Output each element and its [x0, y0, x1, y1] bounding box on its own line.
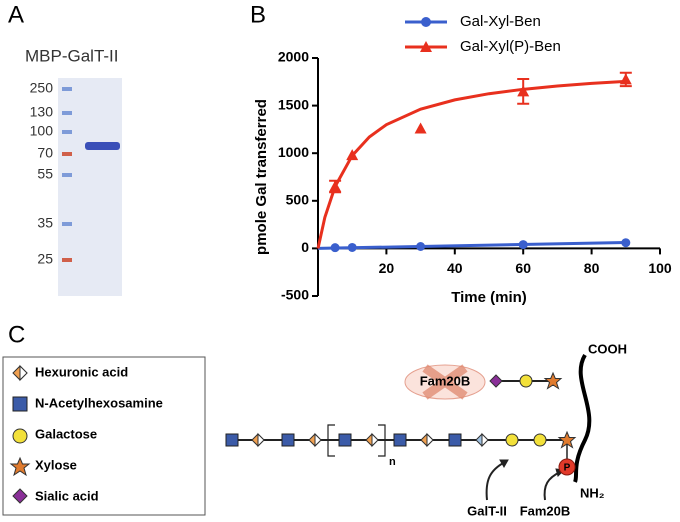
galactose [505, 433, 519, 447]
fit-line [316, 79, 626, 249]
phosphate [558, 458, 576, 476]
galactose [533, 433, 547, 447]
legend-label: N-Acetylhexosamine [35, 395, 163, 410]
data-point [330, 243, 340, 253]
x-tick-label: 100 [648, 260, 672, 276]
data-point [347, 242, 357, 252]
ladder-band [62, 222, 72, 226]
ladder-band [62, 173, 72, 177]
sialic-acid [489, 374, 503, 388]
data-point [518, 240, 528, 250]
marker-label: 25 [37, 251, 53, 267]
n-terminus: NH₂ [580, 485, 605, 500]
hexuronic-half [314, 432, 322, 448]
legend-label: Gal-Xyl(P)-Ben [460, 38, 561, 55]
y-axis-title: pmole Gal transferred [253, 99, 270, 255]
repeat-label: n [389, 456, 396, 468]
ladder-band [62, 152, 72, 156]
gel [58, 78, 122, 296]
glycan-diagram [232, 353, 592, 501]
protein-band [85, 142, 120, 150]
hexuronic-half [481, 432, 489, 448]
legend-label: Hexuronic acid [35, 364, 128, 379]
ladder-band [62, 130, 72, 134]
marker-label: 250 [30, 80, 54, 96]
legend-label: Xylose [35, 457, 77, 472]
y-tick-label: 500 [286, 192, 310, 208]
hexnac [393, 433, 407, 447]
legend-label: Galactose [35, 426, 97, 441]
data-point [621, 238, 631, 248]
marker-label: 100 [30, 123, 54, 139]
fit-line [317, 240, 626, 250]
arrow-label: GalT-II [467, 503, 507, 518]
hexuronic-half [426, 432, 434, 448]
y-tick-label: 1500 [278, 96, 309, 112]
legend-icons [9, 364, 31, 504]
panel-letter: C [8, 321, 25, 348]
ladder-band [62, 258, 72, 262]
x-tick-label: 40 [447, 260, 463, 276]
marker-label: 35 [37, 215, 53, 231]
legend-marker [421, 17, 431, 27]
crossed-enzyme: Fam20B [420, 373, 471, 388]
ladder-band [62, 87, 72, 91]
data-point [346, 149, 359, 161]
data-point [329, 180, 342, 192]
data-point [416, 241, 426, 251]
xylose [543, 371, 563, 390]
ladder-band [62, 111, 72, 115]
marker-label: 130 [30, 104, 54, 120]
x-tick-label: 60 [515, 260, 531, 276]
y-tick-label: 2000 [278, 49, 309, 65]
panel-letter: B [250, 1, 266, 28]
y-tick-label: -500 [281, 287, 309, 303]
hexuronic-half [257, 432, 265, 448]
x-axis-title: Time (min) [451, 289, 527, 306]
legend-marker [420, 41, 432, 52]
hexnac [225, 433, 239, 447]
x-tick-label: 20 [379, 260, 395, 276]
legend-label: Sialic acid [35, 488, 99, 503]
marker-label: 70 [37, 145, 53, 161]
panel-letter: A [8, 1, 24, 28]
hexnac [281, 433, 295, 447]
c-terminus: COOH [588, 341, 627, 356]
hexnac [448, 433, 462, 447]
gel-title: MBP-GalT-II [25, 46, 119, 65]
arrow-label: Fam20B [520, 503, 571, 518]
marker-label: 55 [37, 166, 53, 182]
data-point [619, 73, 632, 85]
galactose [519, 374, 533, 388]
y-tick-label: 1000 [278, 144, 309, 160]
legend-label: Gal-Xyl-Ben [460, 13, 541, 30]
xylose [557, 430, 577, 449]
y-tick-label: 0 [301, 239, 309, 255]
data-point [414, 122, 427, 134]
legend-box [2, 356, 206, 516]
hexnac [338, 433, 352, 447]
x-tick-label: 80 [584, 260, 600, 276]
phosphate-label: P [564, 463, 571, 474]
data-point [517, 85, 530, 97]
hexuronic-half [371, 432, 379, 448]
